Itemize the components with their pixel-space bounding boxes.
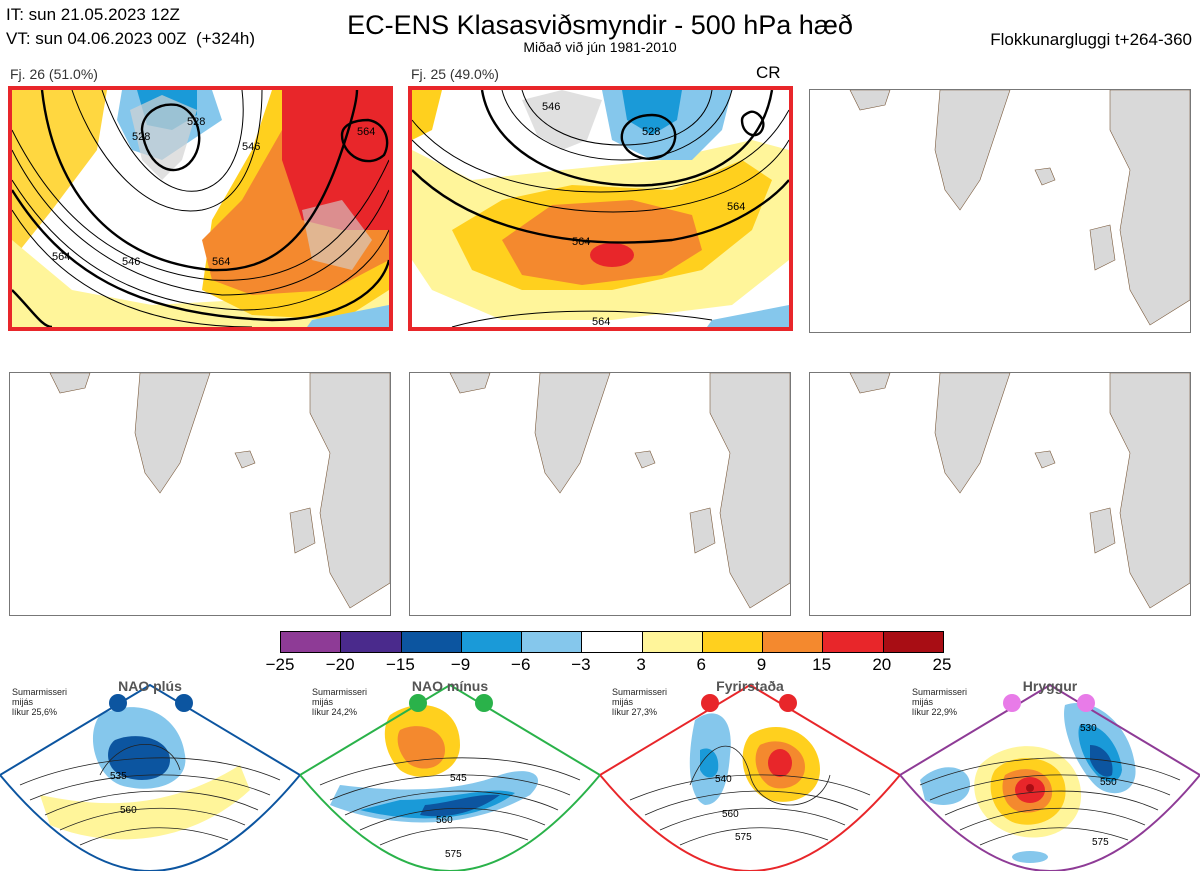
colorbar-swatch: [462, 632, 522, 652]
empty-map-graphic: [10, 373, 390, 615]
empty-map-graphic: [810, 373, 1190, 615]
colorbar-tick: −3: [571, 655, 590, 675]
colorbar-tick: 20: [872, 655, 891, 675]
regime-contour-label: 560: [436, 815, 453, 826]
classification-window: Flokkunargluggi t+264-360: [990, 30, 1192, 50]
regime-nao-plus: NAO plús Sumarmisseri mijás líkur 25,6% …: [0, 675, 300, 871]
regime-contour-label: 575: [1092, 837, 1109, 848]
colorbar-tick: 15: [812, 655, 831, 675]
colorbar-tick: −25: [266, 655, 295, 675]
regime-contour-label: 560: [722, 809, 739, 820]
colorbar-swatch: [402, 632, 462, 652]
regime-ridge: Hryggur Sumarmisseri mijás líkur 22,9% 5…: [900, 675, 1200, 871]
regime-nao-minus: NAO mínus Sumarmisseri mijás líkur 24,2%…: [300, 675, 600, 871]
regime-contour-label: 575: [735, 832, 752, 843]
contour-label: 546: [122, 256, 140, 268]
colorbar-tick: −6: [511, 655, 530, 675]
colorbar: [280, 631, 944, 653]
colorbar-tick: −20: [326, 655, 355, 675]
colorbar-tick: 3: [636, 655, 645, 675]
regime-note: Sumarmisseri mijás líkur 24,2%: [312, 687, 367, 717]
cluster-map-5[interactable]: [409, 372, 791, 616]
cluster-map-1[interactable]: 528 546 564 564 564 528 546: [8, 86, 393, 331]
empty-map-graphic: [810, 90, 1190, 332]
contour-label: 564: [357, 126, 375, 138]
cluster-map-6[interactable]: [809, 372, 1191, 616]
regime-contour-label: 575: [445, 849, 462, 860]
regime-contour-label: 550: [1100, 777, 1117, 788]
colorbar-swatch: [703, 632, 763, 652]
contour-label: 546: [242, 141, 260, 153]
regime-contour-label: 540: [715, 774, 732, 785]
regime-contour-label: 530: [1080, 723, 1097, 734]
regime-note: Sumarmisseri mijás líkur 27,3%: [612, 687, 667, 717]
contour-label: 564: [212, 256, 230, 268]
cluster-map-1-graphic: 528 546 564 564 564 528 546: [12, 90, 389, 327]
cluster-map-2[interactable]: 528 546 564 564 564: [408, 86, 793, 331]
colorbar-tick: −9: [451, 655, 470, 675]
empty-map-graphic: [410, 373, 790, 615]
contour-label: 528: [187, 116, 205, 128]
regime-blocking: Fyrirstaða Sumarmisseri mijás líkur 27,3…: [600, 675, 900, 871]
colorbar-tick: 6: [697, 655, 706, 675]
cluster-map-4[interactable]: [9, 372, 391, 616]
regime-contour-label: 545: [450, 773, 467, 784]
panel-2-tag: CR: [756, 63, 781, 83]
cluster-map-2-graphic: 528 546 564 564 564: [412, 90, 789, 327]
colorbar-tick: 25: [933, 655, 952, 675]
contour-label: 528: [132, 131, 150, 143]
colorbar-swatch: [643, 632, 703, 652]
colorbar-tick: −15: [386, 655, 415, 675]
regime-contour-label: 560: [120, 805, 137, 816]
cluster-map-3[interactable]: [809, 89, 1191, 333]
contour-label: 546: [542, 101, 560, 113]
regime-note: Sumarmisseri mijás líkur 25,6%: [12, 687, 67, 717]
colorbar-swatch: [341, 632, 401, 652]
colorbar-swatch: [522, 632, 582, 652]
colorbar-swatch: [884, 632, 943, 652]
panel-2-label: Fj. 25 (49.0%): [411, 66, 499, 82]
colorbar-tick: 9: [757, 655, 766, 675]
contour-label: 564: [572, 236, 590, 248]
panel-1-label: Fj. 26 (51.0%): [10, 66, 98, 82]
regime-contour-label: 535: [110, 771, 127, 782]
colorbar-swatch: [763, 632, 823, 652]
regime-note: Sumarmisseri mijás líkur 22,9%: [912, 687, 967, 717]
contour-label: 528: [642, 126, 660, 138]
contour-label: 564: [727, 201, 745, 213]
contour-label: 564: [592, 316, 610, 327]
colorbar-swatch: [281, 632, 341, 652]
colorbar-swatch: [823, 632, 883, 652]
contour-label: 564: [52, 251, 70, 263]
colorbar-swatch: [582, 632, 642, 652]
